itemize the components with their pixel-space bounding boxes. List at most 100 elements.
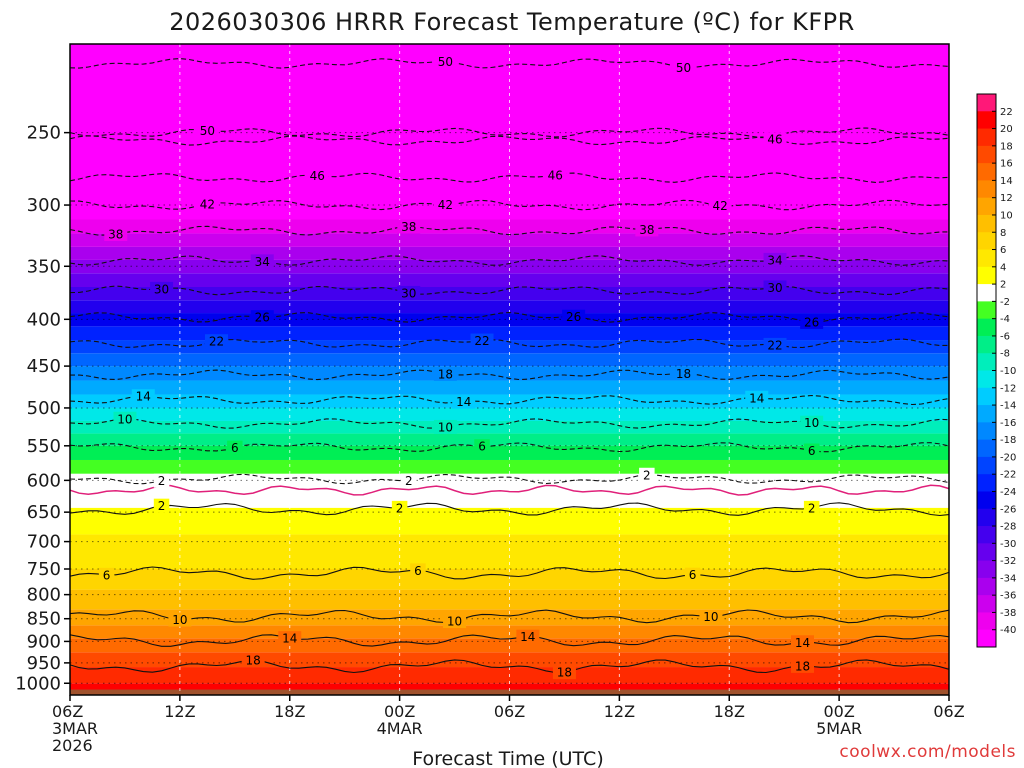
colorbar-swatch (977, 232, 996, 251)
colorbar-swatch (977, 543, 996, 562)
colorbar-swatch (977, 526, 996, 544)
isotherm-label-bg (195, 196, 219, 211)
x-tick-label: 06Z (933, 702, 964, 721)
colorbar-label: -30 (1000, 539, 1016, 550)
colorbar-label: 10 (1000, 210, 1013, 221)
isotherm-label-bg (410, 563, 426, 578)
isotherm-label: 18 (438, 367, 453, 381)
isotherm-label: 46 (548, 168, 563, 182)
isotherm-label: 42 (712, 199, 727, 213)
isotherm-label: 22 (474, 334, 489, 348)
isotherm-label: 2 (158, 499, 166, 513)
isotherm-label: 22 (209, 335, 224, 349)
isotherm-label-bg (153, 498, 170, 513)
colorbar-label: 6 (1000, 245, 1006, 256)
isotherm-label: 6 (103, 568, 111, 582)
y-tick-label: 850 (27, 609, 61, 630)
isotherm-label: 50 (200, 124, 215, 138)
isotherm-label-bg (562, 309, 586, 324)
colorbar-swatch (977, 128, 996, 147)
isotherm-line (69, 369, 950, 381)
isotherm-label: 6 (808, 444, 816, 458)
x-tick-label: 18Z (274, 702, 305, 721)
isotherm-label: 18 (676, 367, 691, 381)
isotherm-label-bg (800, 314, 824, 329)
isotherm-label: 18 (795, 659, 810, 673)
isotherm-label-bg (470, 333, 494, 348)
colorbar-label: -28 (1000, 522, 1016, 533)
isotherm-label: 50 (438, 55, 453, 69)
isotherm-label-bg (433, 419, 457, 434)
colorbar-swatch (977, 335, 996, 354)
isotherm-label-bg (250, 254, 274, 269)
isotherm-label: 26 (566, 310, 581, 324)
colorbar-swatch (977, 560, 996, 579)
isotherm-line (69, 255, 950, 266)
colorbar-swatch (977, 370, 996, 389)
colorbar-label: 12 (1000, 193, 1013, 204)
ground-surface (70, 689, 949, 695)
isotherm-label-bg (639, 467, 655, 482)
colorbar-label: 8 (1000, 228, 1006, 239)
x-tick-label: 06Z (52, 702, 83, 721)
isotherm-label: 10 (447, 615, 462, 629)
colorbar-swatch (977, 612, 996, 631)
isotherm-label-bg (474, 439, 490, 454)
colorbar-swatch (977, 474, 996, 492)
colorbar-label: -40 (1000, 625, 1016, 636)
colorbar-swatch (977, 422, 996, 441)
y-tick-label: 250 (27, 123, 61, 144)
y-tick-label: 600 (27, 470, 61, 491)
x-tick-label: 4MAR (377, 719, 423, 738)
isotherm-label-bg (397, 219, 421, 234)
isotherm-label-bg (699, 609, 723, 624)
colorbar-label: -8 (1000, 349, 1010, 360)
y-tick-label: 700 (27, 532, 61, 553)
colorbar-swatch (977, 94, 996, 112)
colorbar-swatch (977, 577, 996, 596)
colorbar-label: -38 (1000, 608, 1016, 619)
isotherm-label-bg (113, 411, 137, 426)
isotherm-label-bg (791, 658, 814, 673)
isotherm-label: 10 (804, 416, 819, 430)
isotherm-label-bg (153, 473, 170, 488)
isotherm-label-bg (552, 665, 576, 680)
colorbar-label: -12 (1000, 383, 1016, 394)
isotherm-label: 2 (396, 501, 404, 515)
isotherm-label: 22 (767, 338, 782, 352)
isotherm-line (69, 135, 950, 146)
colorbar-swatch (977, 145, 996, 164)
isotherm-label: 14 (749, 391, 764, 405)
isotherm-label: 30 (767, 281, 782, 295)
colorbar-label: -18 (1000, 435, 1016, 446)
isotherm-label: 26 (804, 315, 819, 329)
isotherm-label: 6 (414, 564, 422, 578)
x-axis-label: Forecast Time (UTC) (412, 748, 603, 768)
isotherm-line (69, 225, 950, 236)
isotherm-line (69, 442, 950, 453)
colorbar-label: -34 (1000, 573, 1016, 584)
isotherm-label: 34 (255, 255, 270, 269)
isotherm-label: 2 (158, 474, 166, 488)
colorbar-label: 14 (1000, 176, 1013, 187)
colorbar-swatch (977, 595, 996, 613)
isotherm-label: 46 (310, 169, 325, 183)
isotherm-label: 14 (520, 630, 535, 644)
x-tick-label: 12Z (164, 702, 195, 721)
isotherm-label-bg (671, 60, 695, 75)
x-tick-label: 00Z (823, 702, 854, 721)
y-tick-label: 300 (27, 195, 61, 216)
isotherm-label-bg (763, 337, 787, 352)
isotherm-label-bg (104, 226, 128, 241)
isotherm-label-bg (241, 653, 265, 668)
y-tick-label: 750 (27, 559, 61, 580)
isotherm-label-bg (708, 198, 732, 213)
colorbar-label: 4 (1000, 262, 1006, 273)
isotherm-label: 38 (108, 227, 123, 241)
x-tick-label: 06Z (494, 702, 525, 721)
colorbar-swatch (977, 318, 996, 337)
isotherm-label: 42 (200, 197, 215, 211)
colorbar-swatch (977, 439, 996, 458)
colorbar-legend: 22 20 18 16 14 12 10 8 6 4 2 -2 -4 -6 -8 -10 -12 -14 -16 -1… (976, 93, 1016, 648)
x-tick-label: 3MAR (52, 719, 98, 738)
